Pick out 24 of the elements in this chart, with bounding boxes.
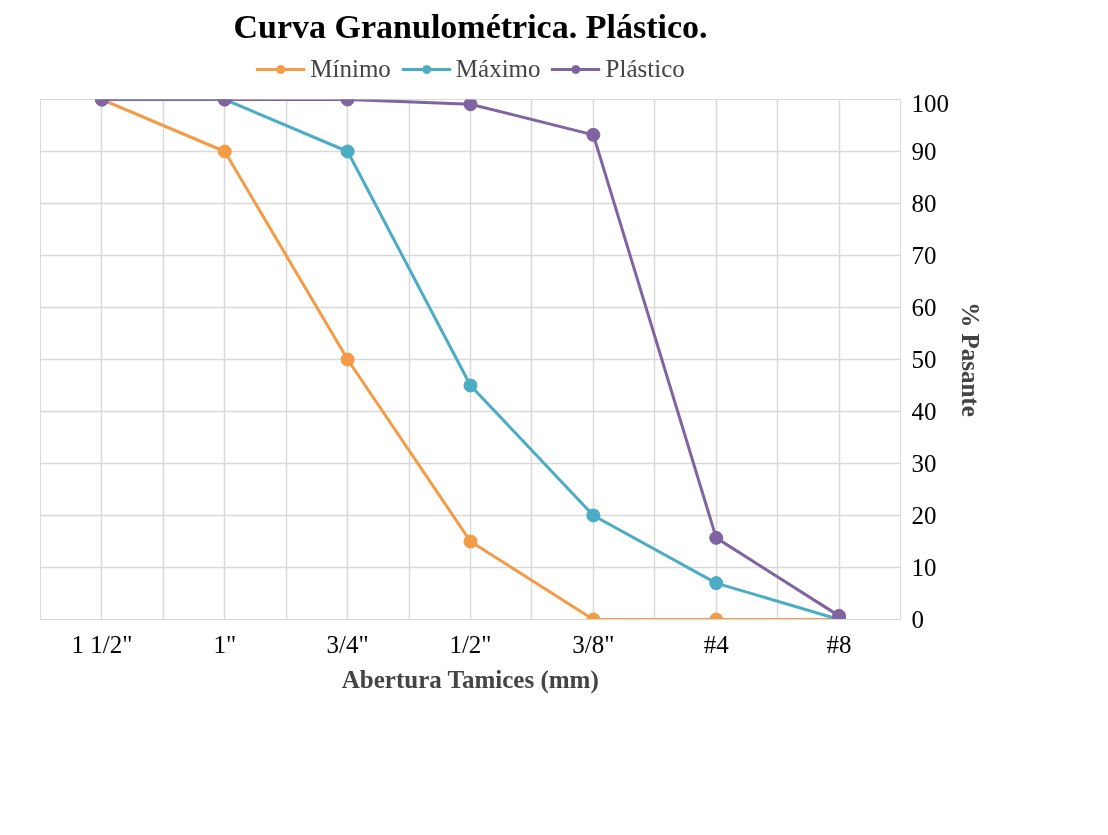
x-tick-label: #8	[826, 630, 852, 658]
y-tick-label: 70	[911, 242, 937, 269]
y-tick-label: 40	[911, 398, 937, 425]
y-tick-label: 60	[911, 294, 937, 321]
x-tick-label: 1"	[213, 630, 237, 658]
y-tick-label: 100	[911, 89, 949, 117]
y-axis-title: % Pasante	[957, 302, 984, 417]
x-axis-title: Abertura Tamices (mm)	[341, 665, 599, 694]
y-tick-label: 30	[911, 450, 937, 477]
y-tick-label: 10	[911, 554, 937, 581]
legend-label: Máximo	[455, 55, 541, 83]
x-tick-label: #4	[703, 630, 730, 658]
y-tick-label: 0	[911, 606, 924, 633]
x-tick-label: 1 1/2"	[71, 630, 133, 658]
y-tick-label: 80	[911, 190, 937, 217]
legend-label: Plástico	[605, 55, 685, 83]
x-tick-label: 3/4"	[326, 630, 369, 658]
x-tick-label: 1/2"	[449, 630, 492, 658]
y-tick-label: 90	[911, 138, 937, 165]
y-tick-label: 50	[911, 346, 937, 373]
y-tick-label: 20	[911, 502, 937, 529]
legend-label: Mínimo	[310, 55, 391, 83]
chart-title: Curva Granulométrica. Plástico.	[233, 7, 708, 45]
x-tick-label: 3/8"	[572, 630, 615, 658]
